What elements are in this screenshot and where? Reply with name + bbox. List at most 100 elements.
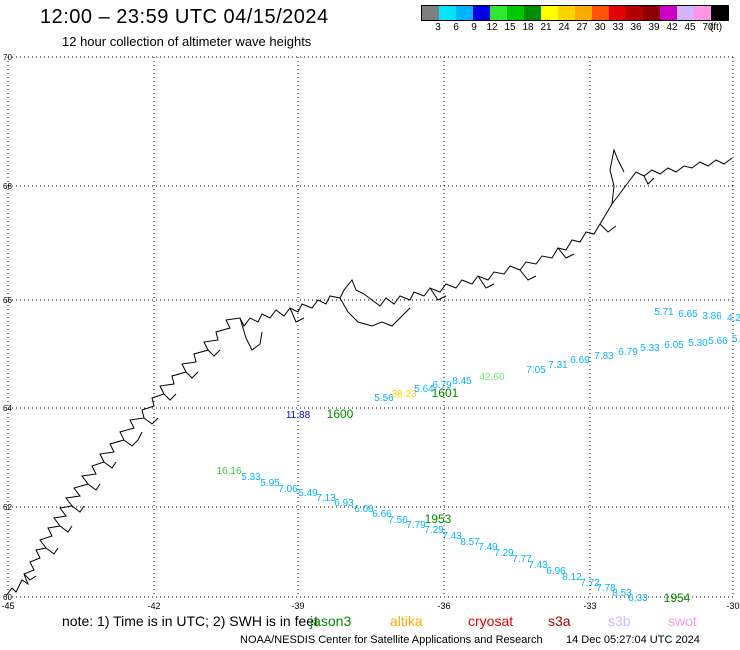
page-title: 12:00 – 23:59 UTC 04/15/2024 <box>40 6 329 28</box>
legend-swatch <box>626 6 643 20</box>
legend-label: 45 <box>684 22 696 33</box>
satellite-label-swot: swot <box>668 613 697 629</box>
legend-label: 30 <box>594 22 606 33</box>
legend-label: 21 <box>540 22 552 33</box>
credit-line: NOAA/NESDIS Center for Satellite Applica… <box>240 634 543 646</box>
wave-height-value: 6.33 <box>628 593 648 604</box>
lon-labels: -45 -42 -39 -36 -33 -30 <box>1 601 739 611</box>
wave-height-value: 7.29 <box>424 525 444 536</box>
greenland-coastline <box>5 157 733 597</box>
wave-height-value: 7.43 <box>442 531 462 542</box>
legend-swatch <box>422 6 439 20</box>
legend-swatches <box>421 5 729 21</box>
satellite-label-altika: altika <box>390 613 423 629</box>
wave-height-value: 6.96 <box>546 566 566 577</box>
legend-swatch <box>439 6 456 20</box>
legend-swatch <box>575 6 592 20</box>
latitude-label: 62 <box>3 503 12 512</box>
legend-label: 27 <box>576 22 588 33</box>
altimeter-track: 5.71 6.65 3.86 4.2 <box>654 307 740 324</box>
wave-height-value: 7.56 <box>388 515 408 526</box>
wave-height-value: 7.31 <box>548 360 568 371</box>
wave-height-value: 5.49 <box>298 488 318 499</box>
legend-swatch <box>694 6 711 20</box>
wave-height-value: 7.49 <box>478 542 498 553</box>
wave-height-value: 7.06 <box>278 484 298 495</box>
altimeter-track: 16.165.335.957.06 5.497.136.936.086.667.5… <box>216 466 648 604</box>
longitude-label: -39 <box>291 601 304 611</box>
satellite-label-jason3: jason3 <box>310 613 352 629</box>
longitude-label: -33 <box>583 601 596 611</box>
greenland-inlets <box>23 148 655 581</box>
longitude-label: -42 <box>147 601 160 611</box>
wave-height-value: 6.65 <box>678 309 698 320</box>
wave-height-value: 3.86 <box>702 311 722 322</box>
longitude-label: -30 <box>726 601 739 611</box>
legend-swatch <box>490 6 507 20</box>
legend-swatch <box>524 6 541 20</box>
wave-height-value: 6.66 <box>372 509 392 520</box>
legend-swatch <box>609 6 626 20</box>
wave-height-value: 6.79 <box>432 380 452 391</box>
legend-swatch <box>592 6 609 20</box>
legend-label: 24 <box>558 22 570 33</box>
legend-label: 33 <box>612 22 624 33</box>
footer-note: note: 1) Time is in UTC; 2) SWH is in fe… <box>62 613 318 629</box>
altimeter-track: 11.88 1600 <box>286 407 354 421</box>
wave-height-value: 7.29 <box>494 548 514 559</box>
legend-label: 42 <box>666 22 678 33</box>
legend-swatch <box>456 6 473 20</box>
legend-label: 6 <box>453 22 459 33</box>
wave-height-value: 6.79 <box>618 347 638 358</box>
latitude-label: 60 <box>3 593 12 602</box>
wave-height-value: 42.60 <box>479 372 504 383</box>
wave-height-value: 7.13 <box>316 493 336 504</box>
wave-height-value: 5. <box>732 334 740 345</box>
wave-height-value: 7.05 <box>526 365 546 376</box>
generated-timestamp: 14 Dec 05:27:04 UTC 2024 <box>566 634 700 646</box>
legend-label: 36 <box>630 22 642 33</box>
latitude-label: 70 <box>3 53 12 62</box>
pass-time-label: 1954 <box>664 591 691 605</box>
legend-swatch <box>473 6 490 20</box>
wave-height-value: 8.45 <box>452 376 472 387</box>
wave-height-value: 5.71 <box>654 307 674 318</box>
color-legend: 3 6 9 12 15 18 21 24 27 30 33 36 39 42 45 70 (ft) <box>421 5 731 35</box>
wave-height-value: 8.12 <box>562 572 582 583</box>
wave-height-value: 5.33 <box>640 343 660 354</box>
wave-height-value: 6.05 <box>664 340 684 351</box>
lat-labels: 70 68 66 64 62 60 <box>3 53 12 602</box>
pass-time-label: 1601 <box>432 386 459 400</box>
satellite-label-s3a: s3a <box>548 613 571 629</box>
wave-height-value: 4.2 <box>727 313 740 324</box>
wave-height-value: 6.69 <box>570 355 590 366</box>
legend-swatch <box>660 6 677 20</box>
wave-height-value: 5.95 <box>260 478 280 489</box>
wave-height-value: 5.66 <box>708 336 728 347</box>
legend-label: 70 <box>702 22 714 33</box>
legend-unit: (ft) <box>709 22 723 33</box>
legend-swatch <box>558 6 575 20</box>
legend-label: 39 <box>648 22 660 33</box>
wave-height-value: 6.08 <box>354 504 374 515</box>
pass-time-label: 1953 <box>425 512 452 526</box>
wave-height-value: 5.64 <box>414 384 434 395</box>
wave-height-value: 5.30 <box>688 338 708 349</box>
graticule <box>7 56 734 598</box>
legend-swatch <box>643 6 660 20</box>
legend-swatch <box>677 6 694 20</box>
page-subtitle: 12 hour collection of altimeter wave hei… <box>62 34 312 49</box>
wave-height-value: 7.78 <box>596 583 616 594</box>
wave-height-value: 38.23 <box>391 389 416 400</box>
wave-height-value: 7.83 <box>594 351 614 362</box>
legend-label: 18 <box>522 22 534 33</box>
wave-height-value: 7.79 <box>406 520 426 531</box>
legend-swatch <box>541 6 558 20</box>
latitude-label: 66 <box>3 296 12 305</box>
wave-height-value: 7.72 <box>580 578 600 589</box>
wave-height-value: 16.16 <box>216 466 241 477</box>
legend-label: 9 <box>471 22 477 33</box>
